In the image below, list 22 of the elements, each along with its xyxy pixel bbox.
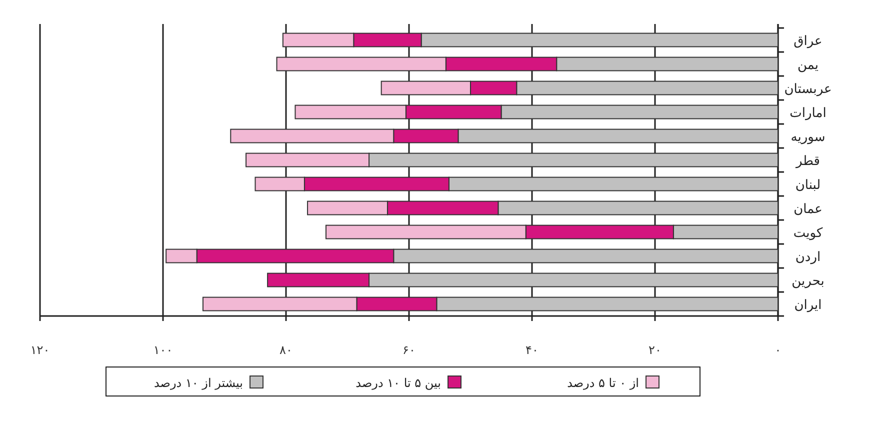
y-tick-label: لبنان [795, 178, 821, 193]
x-tick-label: ۰ [774, 343, 782, 357]
y-tick-label: عراق [794, 34, 822, 49]
y-tick-label: اردن [795, 250, 821, 265]
y-tick-label: ایران [794, 298, 822, 313]
x-tick-label: ۶۰ [402, 343, 416, 357]
legend-label: بین ۵ تا ۱۰ درصد [356, 376, 441, 390]
y-tick-label: عمان [794, 202, 822, 217]
x-tick-label: ۱۲۰ [30, 343, 50, 357]
y-tick-label: قطر [794, 154, 820, 169]
x-tick-label: ۸۰ [280, 343, 292, 357]
y-tick-label: عربستان [784, 82, 832, 97]
y-tick-label: سوریه [790, 130, 826, 145]
legend-label: از ۰ تا ۵ درصد [567, 376, 639, 390]
x-tick-label: ۴۰ [526, 343, 538, 357]
x-tick-label: ۱۰۰ [153, 343, 173, 357]
x-tick-label: ۲۰ [648, 343, 662, 357]
y-tick-label: یمن [797, 58, 819, 73]
legend-label: بیشتر از ۱۰ درصد [154, 376, 243, 390]
y-tick-label: بحرین [792, 274, 824, 289]
y-tick-label: امارات [790, 106, 826, 121]
y-tick-label: کویت [793, 226, 824, 241]
